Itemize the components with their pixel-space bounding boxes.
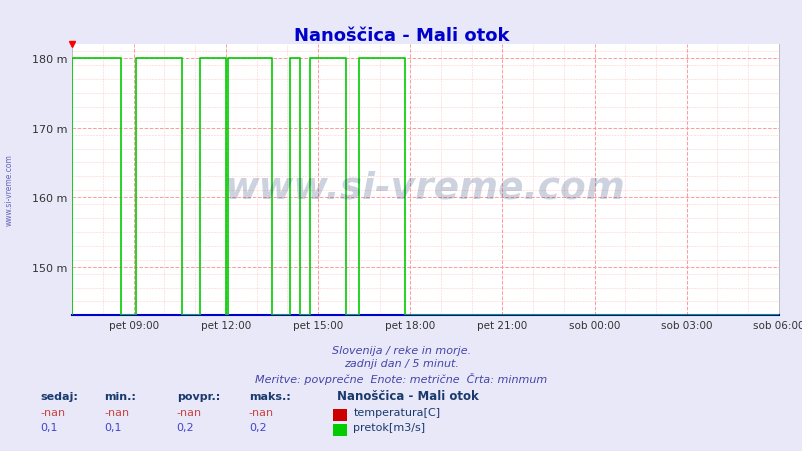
Text: 0,2: 0,2 (249, 422, 266, 432)
Text: www.si-vreme.com: www.si-vreme.com (225, 170, 626, 207)
Text: -nan: -nan (40, 407, 65, 417)
Text: Slovenija / reke in morje.: Slovenija / reke in morje. (331, 345, 471, 355)
Text: www.si-vreme.com: www.si-vreme.com (5, 153, 14, 226)
Text: -nan: -nan (176, 407, 201, 417)
Text: zadnji dan / 5 minut.: zadnji dan / 5 minut. (343, 359, 459, 368)
Text: min.:: min.: (104, 391, 136, 401)
Text: Nanoščica - Mali otok: Nanoščica - Mali otok (294, 27, 508, 45)
Text: -nan: -nan (104, 407, 129, 417)
Text: 0,2: 0,2 (176, 422, 194, 432)
Text: 0,1: 0,1 (40, 422, 58, 432)
Text: temperatura[C]: temperatura[C] (353, 407, 439, 417)
Text: pretok[m3/s]: pretok[m3/s] (353, 422, 425, 432)
Text: Nanoščica - Mali otok: Nanoščica - Mali otok (337, 389, 479, 402)
Text: Meritve: povprečne  Enote: metrične  Črta: minmum: Meritve: povprečne Enote: metrične Črta:… (255, 372, 547, 384)
Text: povpr.:: povpr.: (176, 391, 220, 401)
Text: 0,1: 0,1 (104, 422, 122, 432)
Text: maks.:: maks.: (249, 391, 290, 401)
Text: sedaj:: sedaj: (40, 391, 78, 401)
Text: -nan: -nan (249, 407, 273, 417)
